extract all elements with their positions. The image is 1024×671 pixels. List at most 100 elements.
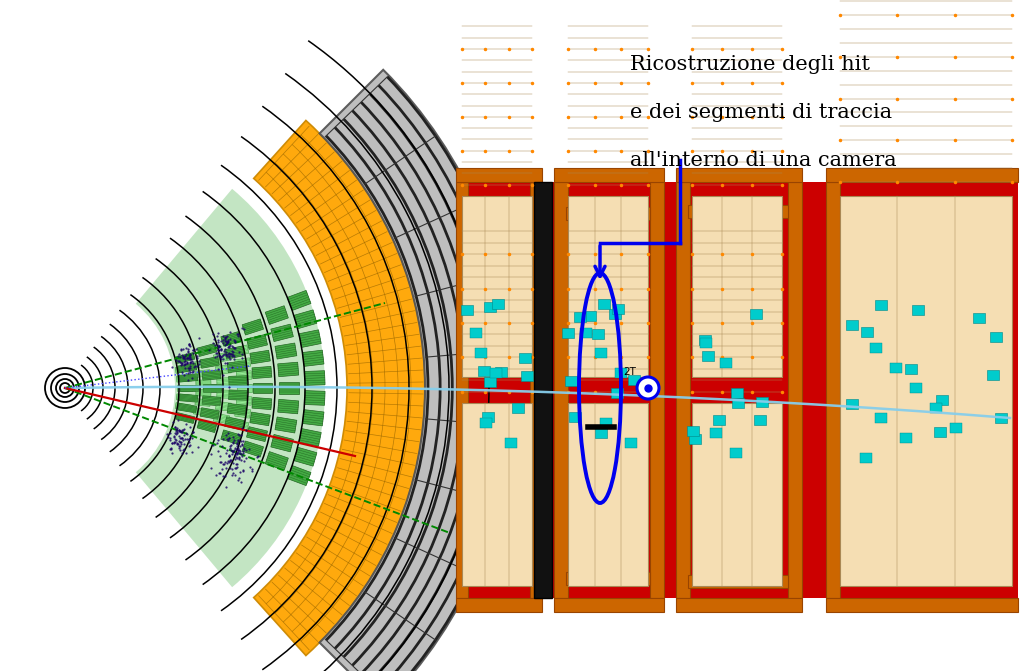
Bar [224,417,244,430]
Bar [512,403,524,413]
Bar [176,375,191,382]
Bar [462,403,532,586]
Bar [480,418,492,428]
Circle shape [637,377,659,399]
Bar [213,413,229,424]
Text: 2T: 2T [624,367,637,377]
Bar [910,383,922,393]
Bar [688,205,788,218]
Bar [600,418,612,428]
Bar [462,196,532,377]
Bar [195,399,211,407]
Bar [688,575,788,588]
Bar [554,182,568,598]
Bar [612,304,624,314]
Bar [228,390,247,401]
Bar [676,598,802,612]
Bar [232,419,249,431]
Bar [994,413,1007,423]
Bar [228,376,247,386]
Bar [304,391,325,405]
Bar [278,399,299,414]
Bar [200,408,219,419]
Bar [755,415,766,425]
Bar [911,305,924,315]
Bar [179,374,198,382]
Bar [484,303,497,313]
Wedge shape [136,189,325,587]
Bar [934,427,946,437]
Bar [874,413,887,423]
Bar [176,352,195,364]
Bar [692,196,782,377]
Bar [905,364,916,374]
Bar [299,330,322,348]
Bar [215,365,231,374]
Bar [288,291,311,311]
Bar [566,207,650,220]
Text: Ricostruzione degli hit: Ricostruzione degli hit [630,55,870,74]
Bar [650,182,664,598]
Bar [598,299,610,309]
Bar [565,376,578,386]
Bar [861,327,873,337]
Bar [224,346,244,359]
Bar [265,452,289,470]
Bar [302,350,324,366]
Bar [237,371,252,380]
Bar [278,362,299,376]
Bar [974,313,985,323]
Bar [247,427,267,442]
Bar [930,403,942,413]
Bar [252,397,271,409]
Bar [751,309,763,319]
Bar [242,441,263,457]
Bar [265,306,289,324]
Bar [689,433,701,444]
Bar [221,430,241,444]
Bar [202,396,221,406]
Bar [987,370,999,380]
Bar [234,408,251,418]
Bar [202,370,221,380]
Bar [456,182,468,598]
Bar [569,412,581,422]
Bar [698,335,711,345]
Bar [483,377,496,387]
Bar [279,382,299,395]
Bar [788,182,802,598]
Bar [611,388,623,398]
Bar [492,299,504,309]
Bar [180,384,198,391]
Wedge shape [254,121,425,656]
Text: e dei segmenti di traccia: e dei segmenti di traccia [630,103,892,122]
Bar [196,389,211,397]
Wedge shape [319,70,515,671]
Bar [595,348,607,358]
Bar [227,403,246,415]
Bar [304,370,325,385]
Bar [252,366,271,378]
Bar [937,395,948,405]
Bar [294,310,316,329]
Bar [176,394,191,401]
Bar [574,311,586,321]
Bar [495,367,507,377]
Bar [470,328,482,338]
Bar [756,397,768,407]
Bar [568,403,648,586]
Bar [270,324,294,342]
Bar [676,182,690,598]
Bar [221,331,241,346]
Bar [302,409,324,426]
Bar [179,394,198,402]
Bar [232,345,249,356]
Bar [625,438,637,448]
Bar [700,338,712,348]
Bar [876,300,887,310]
Bar [178,363,197,372]
Bar [275,343,297,359]
Bar [826,182,840,598]
Bar [826,598,1018,612]
Bar [203,384,221,393]
